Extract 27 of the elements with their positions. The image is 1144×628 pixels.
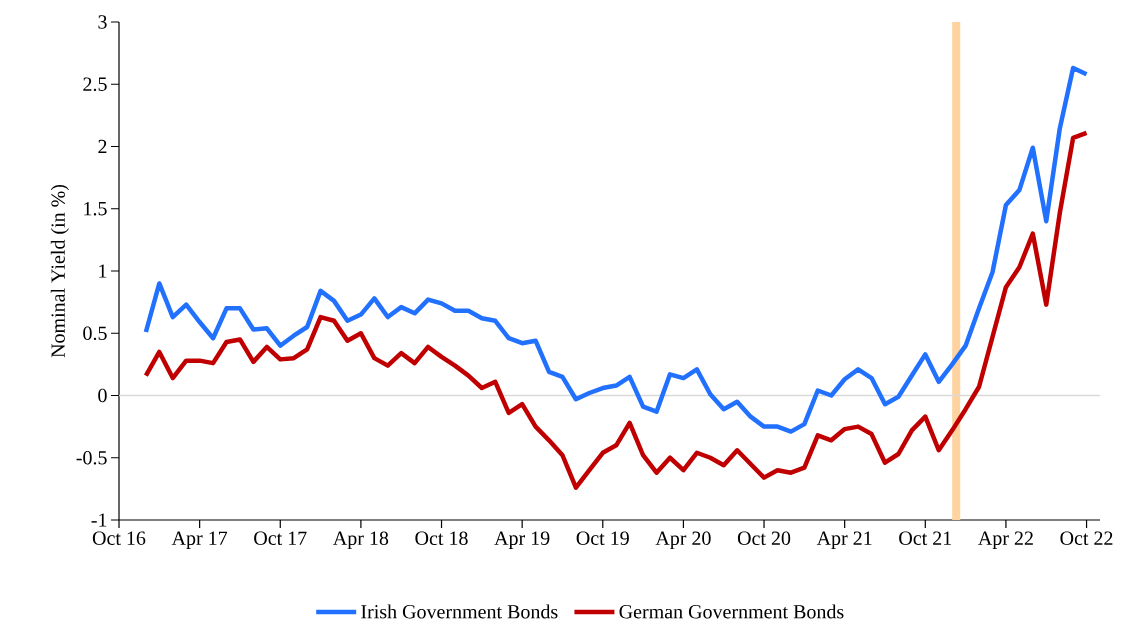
y-tick-label: 1: [99, 264, 107, 278]
x-tick-label: Apr 20: [655, 531, 711, 550]
x-tick-label: Oct 18: [415, 531, 468, 546]
y-tick-label: -1: [91, 513, 107, 527]
y-tick-label: -0.5: [76, 450, 107, 465]
line-series: [143, 65, 1089, 434]
legend-label: Irish Government Bonds: [361, 604, 558, 619]
y-tick-label: 1.5: [84, 201, 107, 216]
x-tick-label: Apr 22: [978, 531, 1033, 550]
x-tick-label: Apr 17: [171, 531, 228, 549]
y-tick-label: 2.5: [83, 77, 107, 91]
y-tick-label: 0.5: [83, 326, 107, 341]
line-series: [143, 130, 1089, 490]
y-tick-label: 2: [98, 139, 107, 154]
x-tick-label: Apr 19: [494, 531, 550, 550]
x-tick-label: Oct 21: [899, 531, 952, 545]
x-tick-label: Oct 16: [92, 531, 146, 545]
y-tick-label: 0: [98, 388, 107, 403]
y-axis-title: Nominal Yield (in %): [50, 184, 69, 358]
x-tick-label: Apr 21: [816, 531, 872, 550]
x-tick-label: Oct 20: [737, 531, 791, 546]
y-tick-label: 3: [98, 15, 107, 29]
x-tick-label: Oct 19: [576, 531, 629, 545]
legend-label: German Government Bonds: [619, 604, 844, 619]
x-tick-label: Oct 17: [254, 531, 307, 545]
x-tick-label: Oct 22: [1060, 531, 1113, 545]
x-tick-label: Apr 18: [333, 531, 389, 550]
